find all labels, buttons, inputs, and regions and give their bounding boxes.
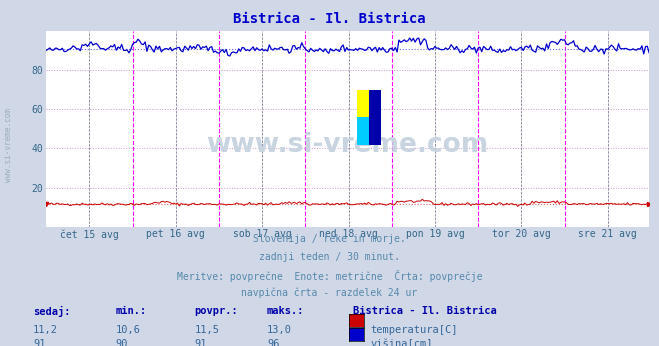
Text: www.si-vreme.com: www.si-vreme.com [4,108,13,182]
Text: Meritve: povprečne  Enote: metrične  Črta: povprečje: Meritve: povprečne Enote: metrične Črta:… [177,270,482,282]
Text: 90: 90 [115,339,128,346]
Bar [357,117,369,145]
Text: www.si-vreme.com: www.si-vreme.com [206,131,489,157]
Text: Bistrica - Il. Bistrica: Bistrica - Il. Bistrica [233,12,426,26]
Text: 96: 96 [267,339,279,346]
Text: 11,5: 11,5 [194,325,219,335]
Text: zadnji teden / 30 minut.: zadnji teden / 30 minut. [259,252,400,262]
Text: višina[cm]: višina[cm] [370,339,433,346]
Text: min.:: min.: [115,306,146,316]
Text: Slovenija / reke in morje.: Slovenija / reke in morje. [253,234,406,244]
Text: povpr.:: povpr.: [194,306,238,316]
Text: 91: 91 [194,339,207,346]
Text: sedaj:: sedaj: [33,306,71,317]
Text: maks.:: maks.: [267,306,304,316]
Text: temperatura[C]: temperatura[C] [370,325,458,335]
Text: navpična črta - razdelek 24 ur: navpična črta - razdelek 24 ur [241,288,418,298]
Text: Bistrica - Il. Bistrica: Bistrica - Il. Bistrica [353,306,496,316]
Text: 10,6: 10,6 [115,325,140,335]
Text: 91: 91 [33,339,45,346]
Text: 11,2: 11,2 [33,325,58,335]
Polygon shape [369,90,381,145]
Bar [357,90,369,117]
Bar [369,90,381,145]
Text: 13,0: 13,0 [267,325,292,335]
